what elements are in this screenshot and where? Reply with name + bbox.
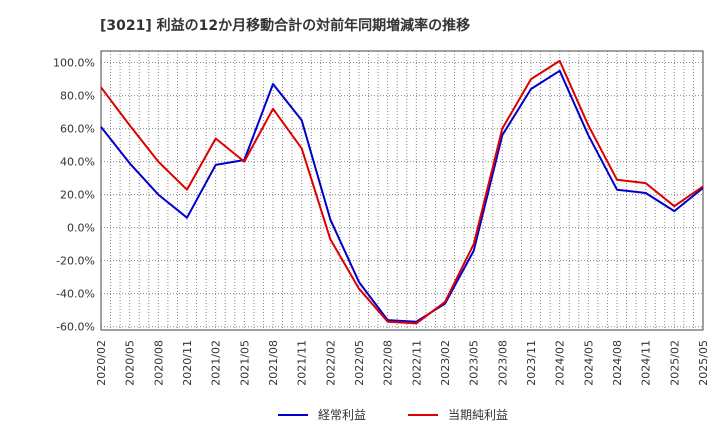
- legend: 経常利益 当期純利益: [278, 408, 508, 422]
- x-tick-label: 2020/02: [95, 340, 108, 386]
- y-tick-label: 20.0%: [60, 189, 95, 202]
- x-tick-label: 2022/11: [410, 340, 423, 386]
- x-tick-label: 2021/05: [238, 340, 251, 386]
- x-tick-label: 2025/02: [668, 340, 681, 386]
- x-tick-label: 2020/05: [124, 340, 137, 386]
- x-tick-label: 2024/02: [554, 340, 567, 386]
- x-tick-label: 2021/08: [267, 340, 280, 386]
- series-line-0: [100, 69, 704, 323]
- x-tick-label: 2024/08: [611, 340, 624, 386]
- x-tick-label: 2022/05: [353, 340, 366, 386]
- x-tick-label: 2021/02: [210, 340, 223, 386]
- x-tick-label: 2024/11: [640, 340, 653, 386]
- y-tick-label: -60.0%: [56, 321, 95, 334]
- grid: [101, 51, 703, 330]
- plot-area: [100, 50, 704, 331]
- y-tick-label: -40.0%: [56, 288, 95, 301]
- y-tick-label: 0.0%: [67, 222, 95, 235]
- chart-title: [3021] 利益の12か月移動合計の対前年同期増減率の推移: [100, 17, 470, 34]
- x-tick-label: 2023/05: [468, 340, 481, 386]
- x-tick-label: 2025/05: [697, 340, 710, 386]
- series-line-1: [100, 59, 704, 325]
- x-tick-label: 2023/02: [439, 340, 452, 386]
- x-tick-label: 2023/08: [496, 340, 509, 386]
- legend-label-series-1: 当期純利益: [448, 408, 508, 422]
- x-tick-label: 2022/08: [382, 340, 395, 386]
- x-tick-label: 2020/11: [181, 340, 194, 386]
- legend-label-series-0: 経常利益: [318, 408, 366, 422]
- x-axis: 2020/02 2020/05 2020/08 2020/11 2021/02 2021/…: [95, 340, 710, 386]
- y-tick-label: 60.0%: [60, 123, 95, 136]
- y-tick-label: 80.0%: [60, 90, 95, 103]
- y-tick-label: -20.0%: [56, 255, 95, 268]
- y-tick-label: 40.0%: [60, 156, 95, 169]
- x-tick-label: 2020/08: [152, 340, 165, 386]
- y-axis: 100.0% 80.0% 60.0% 40.0% 20.0% 0.0% -20.0% -40.…: [53, 57, 95, 334]
- x-tick-label: 2023/11: [525, 340, 538, 386]
- x-tick-label: 2022/02: [324, 340, 337, 386]
- y-tick-label: 100.0%: [53, 57, 95, 70]
- x-tick-label: 2024/05: [582, 340, 595, 386]
- series-lines: [100, 59, 704, 325]
- x-tick-label: 2021/11: [296, 340, 309, 386]
